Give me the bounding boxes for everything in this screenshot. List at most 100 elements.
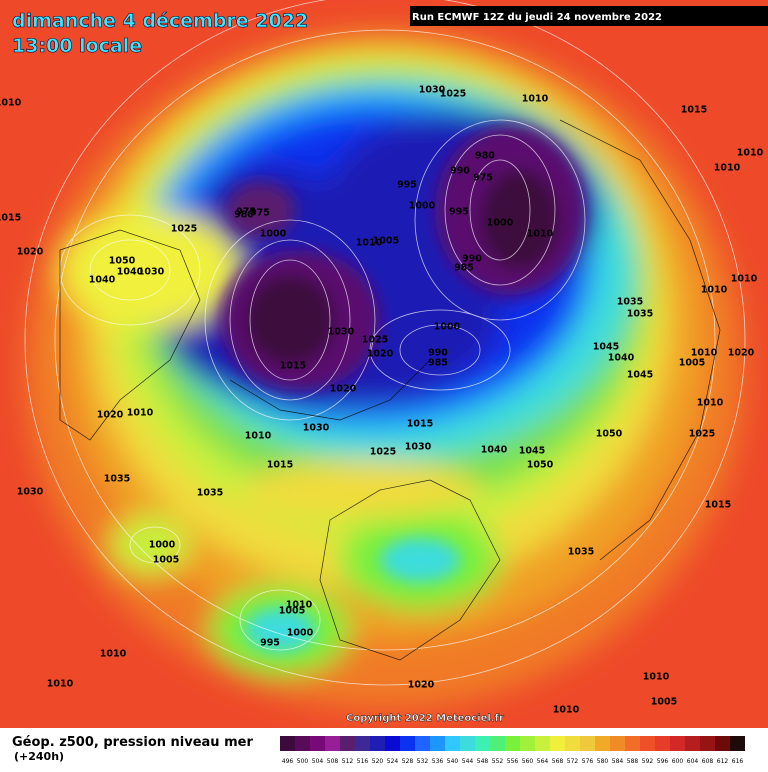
isobar-label: 995: [449, 207, 469, 218]
isobar-label: 1010: [697, 398, 724, 409]
scale-label: 500: [297, 758, 309, 765]
scale-label: 512: [342, 758, 354, 765]
isobar-label: 1010: [737, 148, 764, 159]
isobar-label: 1030: [419, 85, 446, 96]
isobar-label: 1005: [373, 236, 399, 247]
isobar-label: 1010: [522, 94, 549, 105]
scale-label: 516: [357, 758, 369, 765]
isobar-label: 1045: [593, 342, 619, 353]
isobar-label: 990: [428, 348, 448, 359]
isobar-label: 1015: [267, 460, 293, 471]
isobar-label: 980: [475, 151, 495, 162]
copyright: Copyright 2022 Meteociel.fr: [346, 713, 504, 724]
isobar-label: 1010: [286, 600, 313, 611]
isobar-label: 1025: [689, 429, 715, 440]
isobar-label: 1035: [104, 474, 130, 485]
scale-swatch: [565, 736, 580, 751]
isobar-label: 985: [428, 358, 448, 369]
coastlines: [59, 119, 721, 661]
scale-swatch: [340, 736, 355, 751]
scale-swatch: [520, 736, 535, 751]
scale-label: 600: [672, 758, 684, 765]
isobar-label: 1010: [100, 649, 127, 660]
isobar-label: 1010: [701, 285, 728, 296]
isobar-label: 1050: [109, 256, 136, 267]
isobar-label: 1035: [197, 488, 223, 499]
isobar-label: 1010: [356, 238, 383, 249]
isobar-label: 1050: [596, 429, 623, 440]
isobar-label: 1050: [527, 460, 554, 471]
scale-label: 544: [462, 758, 474, 765]
scale-label: 604: [687, 758, 699, 765]
isobar-label: 1015: [681, 105, 707, 116]
scale-label: 572: [567, 758, 579, 765]
isobar-label: 1030: [303, 423, 330, 434]
isobar-label: 1010: [731, 274, 758, 285]
isobar-label: 990: [462, 254, 482, 265]
scale-swatch: [685, 736, 700, 751]
scale-swatch: [400, 736, 415, 751]
scale-swatch: [430, 736, 445, 751]
isobar-label: 1000: [409, 201, 436, 212]
isobar-label: 1015: [407, 419, 433, 430]
isobar-label: 1010: [245, 431, 272, 442]
scale-label: 560: [522, 758, 534, 765]
scale-label: 580: [597, 758, 609, 765]
map-field: 1010 1015 1020 1030 1025 1010 1015 1010 …: [0, 0, 768, 728]
scale-label: 592: [642, 758, 654, 765]
scale-swatch: [280, 736, 295, 751]
isobar-label: 1020: [408, 680, 435, 691]
scale-swatch: [355, 736, 370, 751]
scale-label: 608: [702, 758, 714, 765]
isobar-label: 1010: [47, 679, 74, 690]
isobar-label: 1040: [117, 267, 144, 278]
scale-swatch: [700, 736, 715, 751]
scale-swatch: [295, 736, 310, 751]
isobars: [24, 0, 746, 686]
isobar-label: 1010: [0, 98, 22, 109]
scale-label: 556: [507, 758, 519, 765]
isobar-label: 1015: [280, 361, 306, 372]
isobar-label: 975: [236, 207, 256, 218]
isobar-label: 1000: [149, 540, 176, 551]
scale-swatch: [490, 736, 505, 751]
scale-swatch: [535, 736, 550, 751]
scale-label: 568: [552, 758, 564, 765]
isobar-label: 1035: [617, 297, 643, 308]
isobar-label: 1040: [608, 353, 635, 364]
scale-label: 612: [717, 758, 729, 765]
legend-title: Géop. z500, pression niveau mer: [12, 735, 253, 750]
isobar-label: 995: [260, 638, 280, 649]
isobar-label: 1020: [97, 410, 124, 421]
scale-label: 528: [402, 758, 414, 765]
scale-label: 504: [312, 758, 324, 765]
isobar-label: 1045: [627, 370, 653, 381]
scale-label: 508: [327, 758, 339, 765]
isobar-label: 1010: [714, 163, 741, 174]
isobar-label: 1005: [651, 697, 677, 708]
isobar-label: 1010: [691, 348, 718, 359]
scale-label: 520: [372, 758, 384, 765]
isobar-label: 985: [454, 263, 474, 274]
scale-swatch: [610, 736, 625, 751]
scale-label: 564: [537, 758, 549, 765]
isobar-label: 1000: [434, 322, 461, 333]
scale-swatch: [385, 736, 400, 751]
isobar-label: 1000: [287, 628, 314, 639]
scale-label: 548: [477, 758, 489, 765]
scale-swatch: [325, 736, 340, 751]
scale-label: 536: [432, 758, 444, 765]
isobar-label: 1020: [330, 384, 357, 395]
scale-swatch: [640, 736, 655, 751]
isobar-labels: 1010 1015 1020 1030 1025 1010 1015 1010 …: [0, 85, 764, 716]
isobar-label: 1035: [627, 309, 653, 320]
isobar-label: 1040: [89, 275, 116, 286]
isobar-label: 1030: [17, 487, 44, 498]
scale-swatch: [415, 736, 430, 751]
scale-swatch: [445, 736, 460, 751]
map-time: 13:00 locale: [12, 35, 142, 57]
scale-label: 524: [387, 758, 399, 765]
scale-label: 576: [582, 758, 594, 765]
scale-label: 552: [492, 758, 504, 765]
isobar-label: 980: [234, 210, 254, 221]
